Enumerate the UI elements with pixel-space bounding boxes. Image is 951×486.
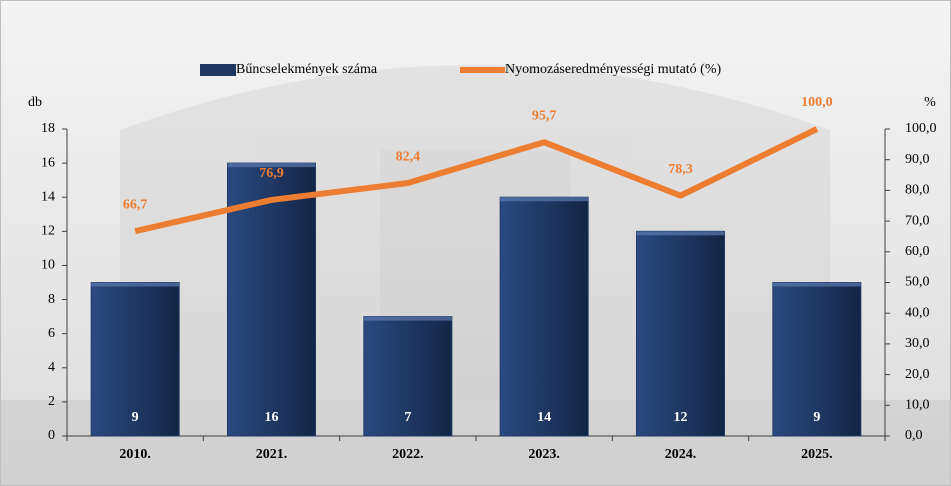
bar-highlight xyxy=(91,283,179,287)
bar-highlight xyxy=(500,197,588,201)
y-tick-label: 8 xyxy=(48,292,55,307)
y2-tick-label: 30,0 xyxy=(905,336,930,351)
x-tick-label: 2010. xyxy=(119,447,151,462)
y-tick-label: 12 xyxy=(41,224,55,239)
y-tick-label: 10 xyxy=(41,258,55,273)
legend-label: Nyomozáseredményességi mutató (%) xyxy=(505,62,721,77)
line-value-label: 66,7 xyxy=(123,197,148,212)
bar-value-label: 12 xyxy=(674,410,688,425)
x-tick-label: 2022. xyxy=(392,447,424,462)
y-tick-label: 16 xyxy=(41,155,55,170)
y2-tick-label: 10,0 xyxy=(905,398,930,413)
legend-label: Bűncselekmények száma xyxy=(236,62,378,77)
y-tick-label: 18 xyxy=(41,121,55,136)
y2-tick-label: 70,0 xyxy=(905,213,930,228)
line-value-label: 78,3 xyxy=(668,162,693,177)
y-tick-label: 6 xyxy=(48,326,55,341)
line-value-label: 100,0 xyxy=(801,95,833,110)
bar-highlight xyxy=(637,231,725,235)
bar xyxy=(500,197,588,436)
y2-tick-label: 40,0 xyxy=(905,305,930,320)
chart: Bűncselekmények száma Nyomozáseredményess… xyxy=(0,0,951,486)
bar-value-label: 14 xyxy=(537,410,551,425)
bar-value-label: 16 xyxy=(265,410,279,425)
x-tick-label: 2024. xyxy=(665,447,697,462)
x-tick-label: 2023. xyxy=(528,447,560,462)
y2-axis-title: % xyxy=(924,95,936,110)
bar-highlight xyxy=(364,317,452,321)
y-axis-title: db xyxy=(28,95,42,110)
y2-tick-label: 100,0 xyxy=(905,121,937,136)
bar xyxy=(637,231,725,436)
y2-tick-label: 50,0 xyxy=(905,275,930,290)
y-tick-label: 0 xyxy=(48,428,55,443)
y-tick-label: 2 xyxy=(48,394,55,409)
y2-tick-label: 20,0 xyxy=(905,367,930,382)
bar-value-label: 9 xyxy=(813,410,820,425)
y2-tick-label: 0,0 xyxy=(905,428,923,443)
bar-value-label: 7 xyxy=(404,410,411,425)
y2-tick-label: 90,0 xyxy=(905,152,930,167)
bar-highlight xyxy=(773,283,861,287)
page: {"chart_data": { "type": "combo", "categ… xyxy=(0,0,951,486)
y-tick-label: 14 xyxy=(41,189,55,204)
y-tick-label: 4 xyxy=(48,360,55,375)
line-value-label: 95,7 xyxy=(532,108,557,123)
line-value-label: 82,4 xyxy=(396,149,421,164)
legend-swatch xyxy=(200,64,236,76)
line-value-label: 76,9 xyxy=(259,166,284,181)
x-tick-label: 2025. xyxy=(801,447,833,462)
x-tick-label: 2021. xyxy=(256,447,288,462)
bar-value-label: 9 xyxy=(132,410,139,425)
y2-tick-label: 80,0 xyxy=(905,183,930,198)
y2-tick-label: 60,0 xyxy=(905,244,930,259)
